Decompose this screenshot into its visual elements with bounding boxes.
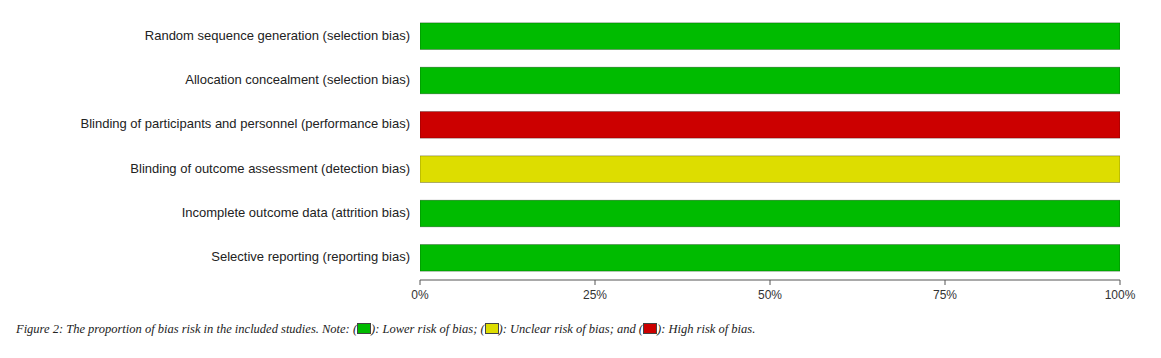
bar (420, 67, 1120, 94)
x-tick-label: 75% (933, 288, 957, 302)
caption: Figure 2: The proportion of bias risk in… (16, 322, 1146, 337)
chart: Random sequence generation (selection bi… (0, 0, 1161, 358)
caption-swatch (485, 323, 499, 334)
category-label: Blinding of participants and personnel (… (80, 116, 410, 131)
caption-text: Figure 2: The proportion of bias risk in… (16, 322, 357, 336)
category-label: Selective reporting (reporting bias) (211, 249, 410, 264)
bars (420, 23, 1120, 271)
x-tick (420, 280, 421, 285)
bar (420, 112, 1120, 139)
caption-swatch (643, 323, 657, 334)
bar (420, 23, 1120, 50)
caption-text: ): Lower risk of bias; ( (371, 322, 485, 336)
x-tick-label: 25% (583, 288, 607, 302)
category-label: Random sequence generation (selection bi… (145, 28, 410, 43)
caption-text: ): High risk of bias. (657, 322, 755, 336)
x-tick (595, 280, 596, 285)
caption-text: ): Unclear risk of bias; and ( (499, 322, 643, 336)
category-label: Incomplete outcome data (attrition bias) (182, 205, 410, 220)
x-tick (770, 280, 771, 285)
x-tick-label: 0% (411, 288, 429, 302)
x-tick-label: 100% (1105, 288, 1136, 302)
bar (420, 200, 1120, 227)
x-tick-label: 50% (758, 288, 782, 302)
x-tick (1120, 280, 1121, 285)
bar (420, 156, 1120, 183)
caption-swatch (357, 323, 371, 334)
category-label: Blinding of outcome assessment (detectio… (130, 161, 410, 176)
bar (420, 245, 1120, 272)
x-tick (945, 280, 946, 285)
category-label: Allocation concealment (selection bias) (185, 72, 410, 87)
